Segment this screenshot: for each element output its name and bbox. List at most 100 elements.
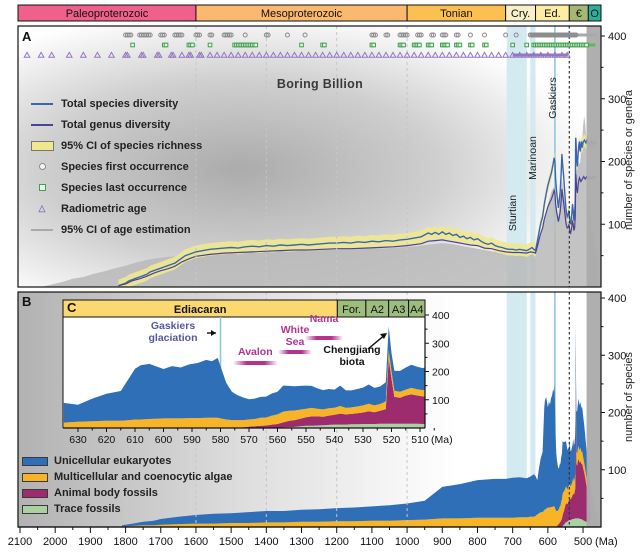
legend-item-algae: Multicellular and coenocytic algae — [22, 471, 233, 483]
panel-a-y-tick-label: 300 — [608, 94, 626, 106]
x-tick-label: 2100 — [8, 536, 32, 548]
panel-a-y-tick-label: 200 — [608, 157, 626, 169]
inset-x-tick-label: 630 — [69, 434, 87, 446]
first-occurrence-marker — [503, 32, 509, 38]
legend-item-ci: 95% CI of species richness — [30, 138, 202, 153]
last-occurrence-marker — [299, 42, 304, 48]
legend-label: Unicellular eukaryotes — [54, 455, 172, 467]
radiometric-marker — [508, 51, 517, 58]
first-occurrence-marker — [371, 32, 377, 38]
radiometric-marker — [438, 51, 446, 58]
first-occurrence-marker — [207, 32, 213, 38]
radiometric-marker — [37, 51, 45, 58]
radiometric-marker — [417, 51, 425, 58]
inset-x-tick-label: 560 — [269, 434, 287, 446]
inset-trace-fossils — [63, 423, 425, 428]
period-label: Mesoproterozoic — [261, 8, 343, 20]
last-occurrence-marker — [457, 42, 463, 48]
legend-label: Species last occurrence — [61, 181, 187, 194]
radiometric-marker — [65, 51, 73, 58]
x-tick-label: 1100 — [360, 536, 384, 548]
radiometric-marker — [248, 51, 256, 58]
radiometric-marker — [480, 51, 489, 58]
panel-b-axis-title: number of species — [623, 352, 635, 442]
inset-x-tick-label: 510 — [411, 434, 429, 446]
last-occurrence-marker — [445, 42, 450, 48]
species-curve — [118, 136, 598, 287]
last-occurrence-marker — [483, 42, 489, 48]
radiometric-marker — [473, 51, 482, 58]
genus-line-icon — [30, 123, 54, 126]
panel-b-y-tick-label: 200 — [608, 408, 626, 420]
radiometric-marker — [459, 51, 468, 58]
inset-x-tick-label: 590 — [183, 434, 201, 446]
legend-label: Species first occurrence — [61, 160, 189, 173]
inset-x-tick-label: 600 — [155, 434, 173, 446]
x-tick-label: 1500 — [219, 536, 243, 548]
panel-a-axis-title: number of species or genera — [623, 89, 635, 231]
inset-period-label: For. — [342, 304, 361, 316]
circle-marker-icon — [30, 163, 54, 170]
radiometric-marker — [227, 51, 235, 58]
radiometric-marker — [551, 51, 559, 58]
radiometric-marker — [340, 51, 348, 58]
radiometric-marker — [494, 51, 503, 58]
first-occurrence-marker — [441, 32, 447, 38]
panel-b-y-tick-label: 100 — [608, 465, 626, 477]
radiometric-marker — [431, 51, 439, 58]
radiometric-marker — [466, 51, 475, 58]
period-label: Tonian — [440, 8, 472, 20]
legend-item-age-ci: 95% CI of age estimation — [30, 222, 202, 237]
nama-annotation: Nama — [309, 313, 339, 325]
first-occurrence-marker — [161, 32, 167, 38]
first-occurrence-marker — [430, 32, 436, 38]
x-tick-label: 1200 — [324, 536, 348, 548]
radiometric-marker — [396, 51, 404, 58]
trace-swatch — [22, 504, 48, 514]
last-occurrence-marker — [417, 42, 422, 48]
radiometric-marker — [410, 51, 418, 58]
marinoan-label: Marinoan — [527, 136, 539, 180]
inset-y-tick-label: 300 — [432, 338, 450, 350]
radiometric-marker — [389, 51, 397, 58]
glacial-band-marinoan — [530, 292, 536, 527]
avalon-bar — [233, 361, 278, 365]
inset-period-label: A3 — [392, 304, 405, 316]
ci-box-icon — [30, 140, 54, 151]
x-tick-label: 1600 — [184, 536, 208, 548]
white-sea-annotation: White Sea — [280, 324, 310, 348]
panel-b-grey-column — [586, 292, 601, 527]
grey-line-icon — [30, 228, 54, 231]
first-occurrence-marker — [228, 32, 234, 38]
gaskiers-glaciation-annotation: Gaskiers glaciation — [148, 320, 198, 344]
last-occurrence-marker — [190, 42, 195, 48]
radiometric-marker — [544, 51, 552, 58]
x-tick-label: 700 — [503, 536, 521, 548]
panel-c-label: C — [67, 300, 77, 315]
radiometric-marker — [361, 51, 369, 58]
first-occurrence-marker — [196, 32, 202, 38]
x-tick-label: 1400 — [254, 536, 278, 548]
glacial-band-sturtian — [506, 26, 527, 287]
legend-label: Multicellular and coenocytic algae — [54, 471, 233, 483]
period-label: Paleoproterozoic — [66, 8, 149, 20]
x-tick-label: 1300 — [289, 536, 313, 548]
radiometric-marker — [48, 51, 56, 58]
panel-a-grey-column — [586, 26, 601, 287]
last-occurrence-marker — [207, 42, 213, 48]
first-occurrence-marker — [385, 32, 391, 38]
radiometric-marker — [304, 51, 313, 58]
inset-x-tick-label: 570 — [240, 434, 258, 446]
radiometric-marker — [318, 51, 327, 58]
genus-curve — [118, 174, 598, 287]
chengjiang-annotation: Chengjiang biota — [323, 344, 381, 368]
radiometric-marker — [220, 51, 228, 58]
triangle-marker-icon: △ — [38, 203, 46, 213]
animal-swatch — [22, 488, 48, 498]
radiometric-marker — [283, 51, 292, 58]
x-tick-label: 600 — [539, 536, 557, 548]
period-band-o — [587, 4, 602, 22]
radiometric-marker — [139, 51, 147, 58]
radiometric-marker — [424, 51, 432, 58]
